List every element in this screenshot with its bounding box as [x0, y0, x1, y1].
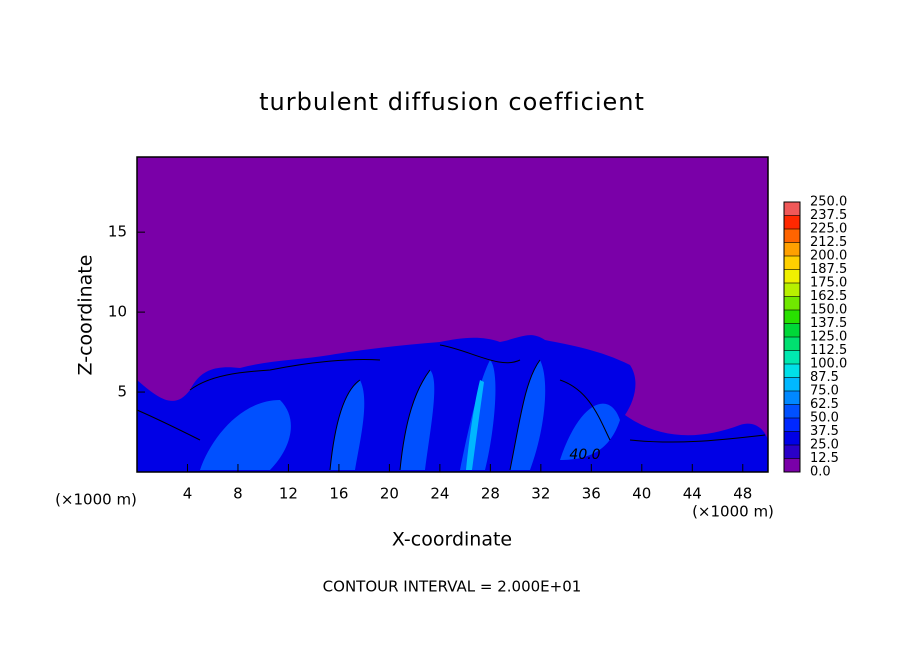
y-unit: (×1000 m) [55, 491, 137, 509]
colorbar-label: 112.5 [810, 343, 847, 358]
x-tick-label: 16 [329, 485, 348, 503]
y-axis-label: Z-coordinate [75, 255, 97, 376]
x-tick-label: 44 [683, 485, 702, 503]
colorbar-label: 0.0 [810, 465, 831, 480]
colorbar-label: 125.0 [810, 330, 847, 345]
x-tick-label: 40 [632, 485, 651, 503]
colorbar-label: 37.5 [810, 424, 839, 439]
x-tick-label: 24 [430, 485, 449, 503]
colorbar-swatch [784, 256, 800, 270]
colorbar-label: 12.5 [810, 451, 839, 466]
contour-line [136, 344, 766, 471]
colorbar-swatch [784, 296, 800, 310]
contour-label: 40.0 [569, 447, 600, 463]
y-tick-label: 10 [108, 303, 127, 321]
field-region [466, 380, 484, 470]
x-tick-label: 36 [582, 485, 601, 503]
x-tick-label: 28 [481, 485, 500, 503]
colorbar-swatch [784, 323, 800, 337]
x-tick-label: 8 [233, 485, 243, 503]
field [136, 157, 768, 472]
y-tick-label: 5 [117, 383, 127, 401]
x-axis-label: X-coordinate [392, 529, 512, 551]
chart-title: turbulent diffusion coefficient [259, 88, 645, 116]
colorbar-swatch [784, 310, 800, 324]
colorbar-label: 25.0 [810, 438, 839, 453]
colorbar-label: 212.5 [810, 235, 847, 250]
colorbar-swatch [784, 229, 800, 243]
x-tick-label: 48 [733, 485, 752, 503]
x-tick-label: 32 [531, 485, 550, 503]
colorbar-label: 50.0 [810, 411, 839, 426]
plot-frame [136, 156, 769, 473]
colorbar-swatch [784, 404, 800, 418]
colorbar-swatch [784, 431, 800, 445]
y-tick-label: 15 [108, 223, 127, 241]
footer-note: CONTOUR INTERVAL = 2.000E+01 [323, 578, 582, 596]
colorbar-label: 137.5 [810, 316, 847, 331]
colorbar-label: 87.5 [810, 370, 839, 385]
colorbar-label: 250.0 [810, 195, 847, 210]
colorbar-label: 187.5 [810, 262, 847, 277]
colorbar-swatch [784, 458, 800, 472]
colorbar-swatch [784, 283, 800, 297]
x-tick-label: 20 [380, 485, 399, 503]
colorbar-swatch [784, 215, 800, 229]
x-tick-label: 12 [279, 485, 298, 503]
colorbar-label: 100.0 [810, 357, 847, 372]
colorbar-swatch [784, 418, 800, 432]
colorbar-swatch [784, 445, 800, 459]
colorbar-swatch [784, 337, 800, 351]
colorbar-label: 162.5 [810, 289, 847, 304]
colorbar-swatch [784, 242, 800, 256]
colorbar-label: 237.5 [810, 208, 847, 223]
colorbar-swatch [784, 202, 800, 216]
colorbar-label: 75.0 [810, 384, 839, 399]
colorbar-swatch [784, 350, 800, 364]
x-unit: (×1000 m) [692, 503, 774, 521]
colorbar-label: 150.0 [810, 303, 847, 318]
colorbar-label: 200.0 [810, 249, 847, 264]
colorbar-swatch [784, 391, 800, 405]
colorbar-label: 225.0 [810, 222, 847, 237]
x-tick-label: 4 [183, 485, 193, 503]
colorbar-swatch [784, 269, 800, 283]
colorbar-swatch [784, 364, 800, 378]
colorbar-label: 62.5 [810, 397, 839, 412]
colorbar-swatch [784, 377, 800, 391]
colorbar-label: 175.0 [810, 276, 847, 291]
